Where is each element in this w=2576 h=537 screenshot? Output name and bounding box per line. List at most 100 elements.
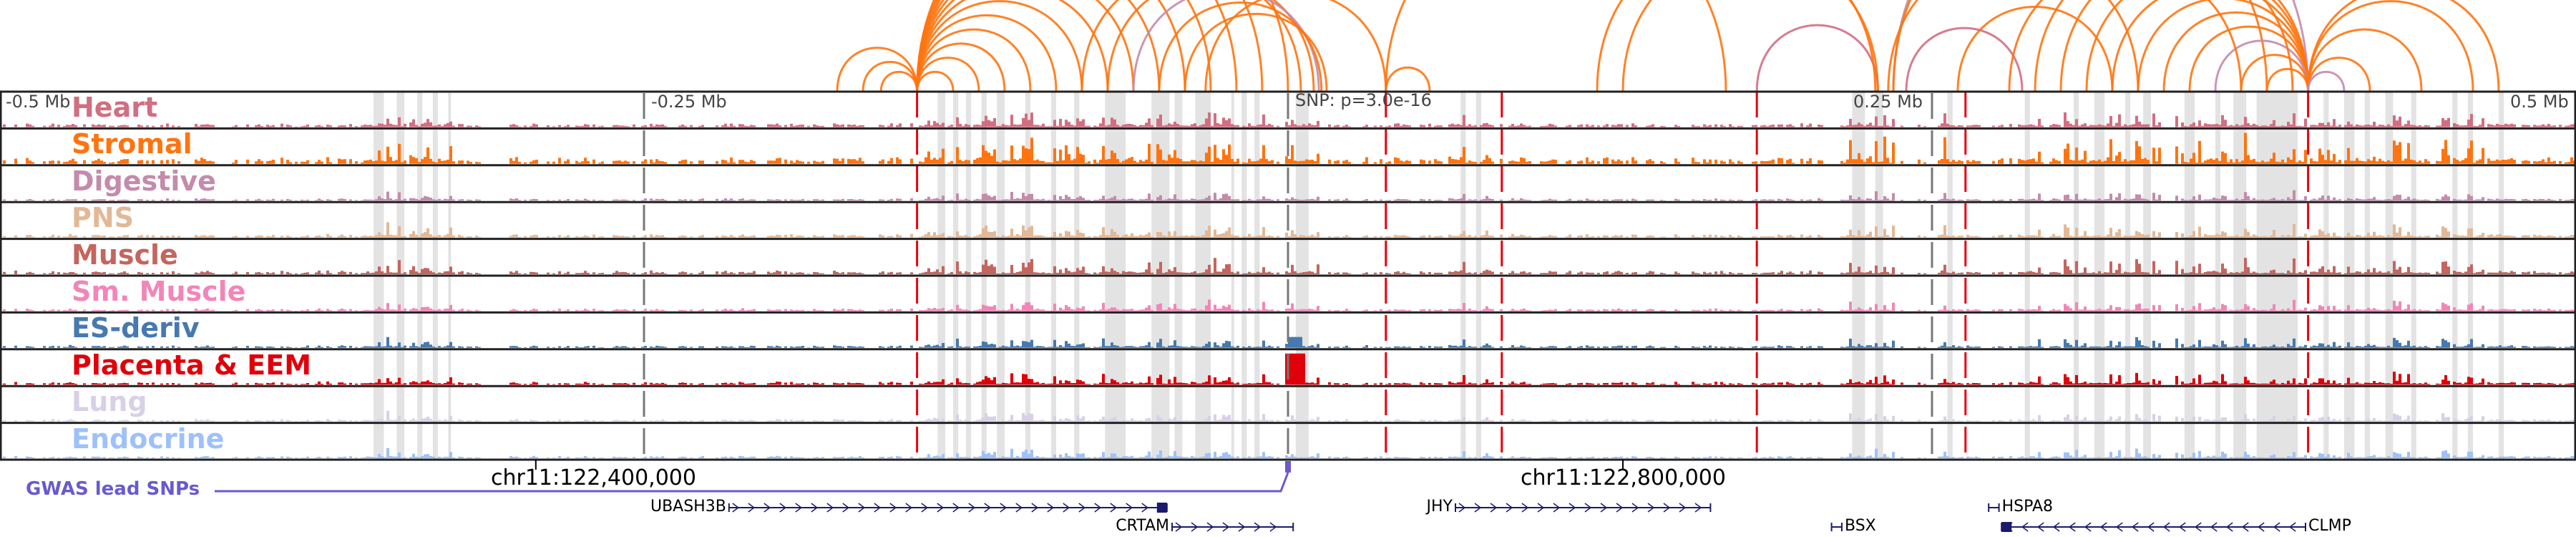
axis-tick-label: 0.25 Mb	[1853, 92, 1923, 112]
loop-arc	[2111, 0, 2310, 92]
loop-arc	[1621, 0, 1879, 92]
gwas-snp-marker	[1285, 461, 1291, 473]
strand-arrow	[889, 503, 897, 513]
genomic-coordinate-label: chr11:122,400,000	[491, 465, 696, 490]
track-label-endocrine: Endocrine	[72, 422, 225, 455]
strand-arrow	[2131, 522, 2139, 532]
strand-arrow	[1110, 503, 1118, 513]
signal-bars	[3, 190, 2576, 201]
strand-arrow	[2099, 522, 2107, 532]
loop-arc	[916, 70, 955, 92]
strand-arrow	[1238, 522, 1246, 532]
strand-arrow	[748, 503, 756, 513]
loop-arc	[1887, 0, 2140, 92]
loop-arc	[862, 61, 919, 92]
strand-arrow	[1553, 503, 1561, 513]
strand-arrow	[1521, 503, 1529, 513]
genomic-coordinate-label: chr11:122,800,000	[1521, 465, 1726, 490]
loop-arc	[1385, 0, 1727, 92]
strand-arrow	[811, 503, 819, 513]
signal-bars	[3, 299, 2576, 311]
loop-arc	[2307, 0, 2474, 92]
strand-arrow	[1269, 522, 1277, 532]
signal-track-endocrine	[3, 448, 2576, 458]
strand-arrow	[1679, 503, 1687, 513]
axis-tick-label: -0.5 Mb	[6, 92, 71, 112]
loop-arc	[2059, 0, 2310, 92]
strand-arrow	[1175, 522, 1183, 532]
strand-arrow	[2115, 522, 2123, 532]
strand-arrow	[1490, 503, 1498, 513]
strand-arrow	[2273, 522, 2280, 532]
gwas-track	[215, 461, 1291, 493]
snp-pvalue-annotation: SNP: p=3.0e-16	[1295, 90, 1432, 110]
loop-arc	[1184, 13, 1328, 92]
strand-arrow	[779, 503, 787, 513]
axis-tick-lines	[643, 93, 1933, 460]
strand-arrow	[952, 503, 960, 513]
strand-arrow	[1584, 503, 1592, 513]
strand-arrow	[1015, 503, 1023, 513]
axis-tick-label: -0.25 Mb	[651, 92, 727, 112]
loop-arc	[2265, 67, 2310, 92]
track-label-sm-muscle: Sm. Muscle	[72, 276, 246, 307]
signal-track-placenta-eem	[3, 353, 2576, 385]
signal-track-digestive	[3, 190, 2576, 201]
strand-arrow	[1206, 522, 1214, 532]
signal-track-muscle	[3, 258, 2576, 274]
loop-arc	[1905, 26, 2024, 92]
strand-arrow	[1568, 503, 1576, 513]
signal-track-es-deriv	[3, 337, 2576, 348]
accessibility-signal-tracks	[3, 112, 2576, 458]
strand-arrow	[968, 503, 976, 513]
gene-exon	[2001, 522, 2012, 532]
signal-track-stromal	[3, 132, 2576, 164]
strand-arrow	[1254, 522, 1262, 532]
strand-arrow	[2162, 522, 2170, 532]
strand-arrow	[937, 503, 945, 513]
strand-arrow	[1537, 503, 1545, 513]
strand-arrow	[1631, 503, 1639, 513]
strand-arrow	[1222, 522, 1230, 532]
loop-arc	[916, 0, 1238, 92]
signal-bars	[3, 410, 2576, 422]
loop-arc	[916, 0, 1212, 92]
track-label-lung: Lung	[72, 386, 147, 418]
strand-arrow	[2052, 522, 2060, 532]
loop-arc	[2162, 11, 2310, 92]
loop-arc	[916, 0, 1186, 92]
axis-tick-label: 0.5 Mb	[2510, 92, 2569, 112]
strand-arrow	[905, 503, 913, 513]
strand-arrow	[763, 503, 771, 513]
strand-arrow	[1063, 503, 1070, 513]
strand-arrow	[826, 503, 834, 513]
loop-arc	[1755, 24, 1879, 92]
loop-arc	[1080, 0, 1302, 92]
gene-label-ubash3b: UBASH3B	[650, 498, 726, 516]
signal-bars	[3, 258, 2576, 274]
loop-arc	[2008, 0, 2243, 92]
loop-arc	[2307, 70, 2346, 92]
loop-arc	[2034, 0, 2294, 92]
gene-ubash3b	[728, 503, 1168, 513]
track-label-muscle: Muscle	[72, 238, 178, 271]
signal-bars	[3, 222, 2576, 238]
signal-track-sm-muscle	[3, 299, 2576, 311]
strand-arrow	[732, 503, 740, 513]
gene-annotation-track	[728, 503, 2306, 532]
strand-arrow	[1600, 503, 1608, 513]
loop-arc	[879, 70, 919, 92]
strand-arrow	[2178, 522, 2186, 532]
gene-label-jhy: JHY	[1426, 498, 1453, 516]
track-label-pns: PNS	[72, 202, 135, 234]
loop-arc	[1596, 0, 1877, 92]
loop-arc	[916, 42, 1006, 92]
signal-bars	[3, 448, 2576, 458]
strand-arrow	[1126, 503, 1133, 513]
gene-crtam	[1171, 522, 1294, 532]
chromatin-loop-arcs	[836, 0, 2500, 92]
signal-bars	[3, 112, 2576, 127]
loop-arc	[2214, 39, 2310, 92]
signal-track-lung	[3, 410, 2576, 422]
